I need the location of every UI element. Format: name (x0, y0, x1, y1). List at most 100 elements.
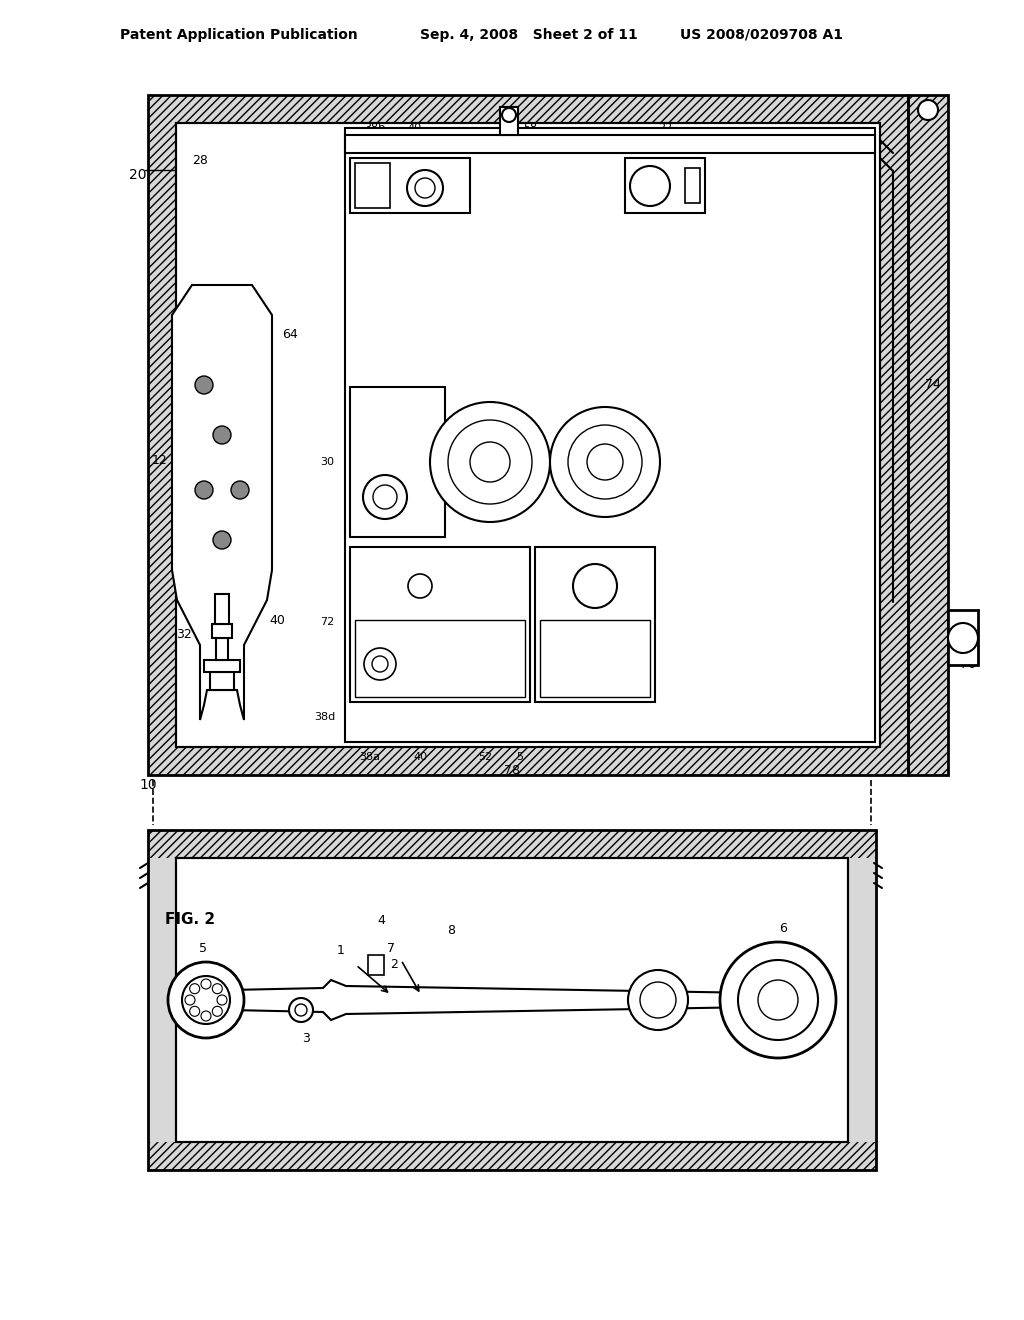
Text: 8: 8 (424, 447, 431, 457)
Text: 28: 28 (193, 154, 208, 168)
Bar (345, 135, 874, 153)
Bar (355, 162, 390, 209)
Bar (148, 95, 908, 123)
Circle shape (231, 480, 249, 499)
Bar (350, 158, 470, 213)
Text: 41: 41 (588, 546, 602, 556)
Circle shape (407, 170, 443, 206)
Circle shape (195, 480, 213, 499)
Circle shape (364, 648, 396, 680)
Text: 50: 50 (471, 449, 485, 459)
Text: 76: 76 (961, 659, 976, 672)
Circle shape (630, 166, 670, 206)
Circle shape (568, 425, 642, 499)
Bar (880, 95, 908, 775)
Bar (216, 638, 228, 660)
Circle shape (195, 376, 213, 393)
Text: 40: 40 (398, 711, 412, 722)
Circle shape (758, 979, 798, 1020)
Text: 30: 30 (319, 457, 334, 467)
Text: 5: 5 (199, 941, 207, 954)
Text: 7: 7 (656, 457, 664, 467)
Circle shape (720, 942, 836, 1059)
Text: 10: 10 (139, 777, 157, 792)
Bar (148, 95, 176, 775)
Text: 1: 1 (396, 597, 403, 607)
Circle shape (201, 1011, 211, 1020)
Bar (176, 123, 880, 747)
Text: 48: 48 (360, 709, 375, 719)
Bar (148, 830, 876, 1170)
Circle shape (189, 983, 200, 994)
Text: 26: 26 (443, 203, 457, 213)
Text: 40: 40 (413, 752, 427, 762)
Bar (350, 546, 530, 702)
Text: 8: 8 (447, 924, 455, 936)
Bar (148, 747, 908, 775)
Text: US 2008/0209708 A1: US 2008/0209708 A1 (680, 28, 843, 42)
Circle shape (470, 442, 510, 482)
Text: 40: 40 (408, 123, 422, 133)
Circle shape (918, 100, 938, 120)
Bar (148, 95, 908, 775)
Text: 64: 64 (283, 329, 298, 342)
Circle shape (373, 484, 397, 510)
Bar (350, 387, 445, 537)
Circle shape (408, 574, 432, 598)
Text: 7: 7 (387, 941, 395, 954)
Text: FIG. 2: FIG. 2 (165, 912, 215, 928)
Bar (500, 107, 518, 135)
Text: 4: 4 (377, 913, 385, 927)
Circle shape (372, 656, 388, 672)
Bar (176, 123, 880, 747)
Bar (176, 858, 848, 1142)
Bar (204, 660, 240, 672)
Text: 6: 6 (779, 921, 786, 935)
Circle shape (573, 564, 617, 609)
Text: 12: 12 (153, 454, 168, 466)
Circle shape (362, 475, 407, 519)
Circle shape (628, 970, 688, 1030)
Text: 56: 56 (365, 218, 379, 228)
Text: 4: 4 (630, 366, 637, 375)
Circle shape (217, 995, 227, 1005)
Circle shape (212, 983, 222, 994)
Text: 36: 36 (818, 531, 831, 540)
Circle shape (449, 420, 532, 504)
Text: 38d: 38d (314, 711, 336, 722)
Text: 5: 5 (516, 752, 523, 762)
Text: 70: 70 (355, 447, 369, 457)
Text: 60: 60 (688, 218, 702, 228)
Circle shape (587, 444, 623, 480)
Text: Patent Application Publication: Patent Application Publication (120, 28, 357, 42)
Bar (148, 1142, 876, 1170)
Text: 1: 1 (337, 944, 345, 957)
Text: 71: 71 (438, 366, 452, 375)
Bar (908, 95, 948, 775)
Circle shape (550, 407, 660, 517)
Text: 78: 78 (504, 763, 520, 776)
Bar (176, 858, 848, 1142)
Text: 52: 52 (478, 752, 493, 762)
Circle shape (738, 960, 818, 1040)
Bar (908, 95, 948, 775)
Bar (355, 620, 525, 697)
Bar (948, 610, 978, 665)
Bar (148, 95, 908, 775)
Text: 3: 3 (302, 1031, 310, 1044)
Circle shape (201, 979, 211, 989)
Bar (212, 624, 232, 638)
Circle shape (430, 403, 550, 521)
Bar (215, 594, 229, 624)
Polygon shape (230, 979, 778, 1020)
Circle shape (182, 975, 230, 1024)
Text: 58: 58 (523, 123, 537, 133)
Text: 38c: 38c (685, 457, 706, 467)
Bar (148, 830, 876, 1170)
Circle shape (213, 531, 231, 549)
Text: 46: 46 (483, 642, 497, 652)
Circle shape (502, 108, 516, 121)
Text: 68b: 68b (637, 218, 658, 228)
Text: 40: 40 (269, 614, 285, 627)
Text: 38b: 38b (365, 123, 386, 133)
